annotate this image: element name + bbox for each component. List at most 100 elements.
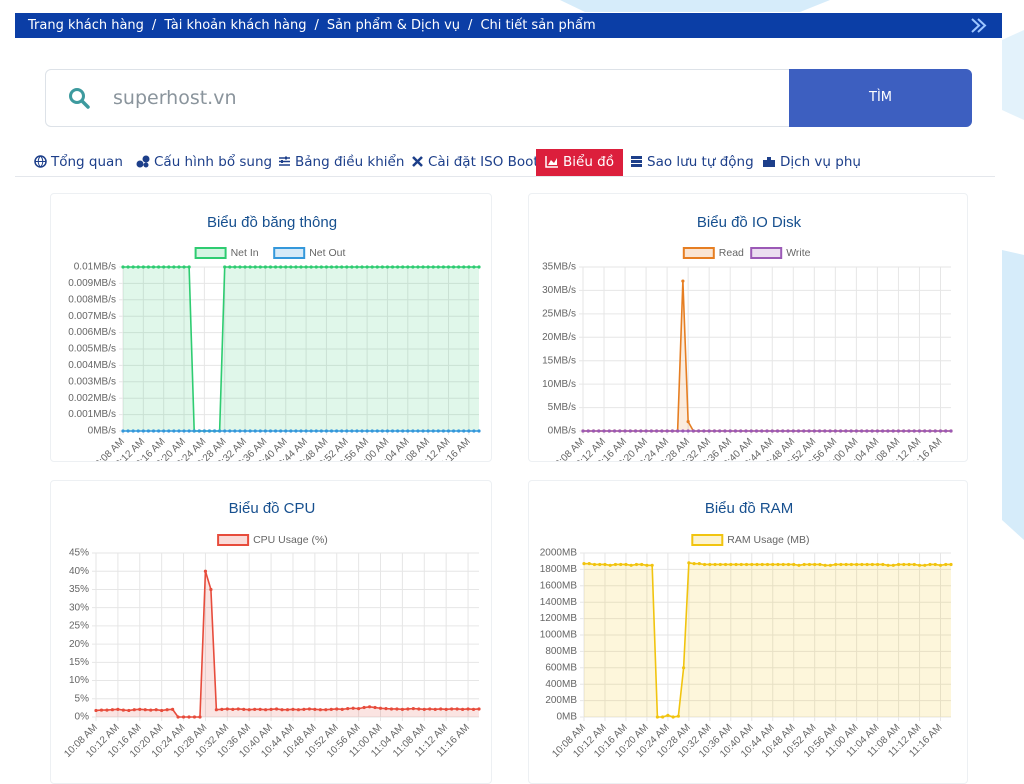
point xyxy=(439,707,443,711)
breadcrumb-item: Chi tiết sản phẩm xyxy=(480,18,596,33)
tab[interactable]: Biểu đồ xyxy=(536,149,623,176)
point xyxy=(302,707,306,711)
y-tick-label: 0.002MB/s xyxy=(68,393,116,404)
breadcrumb-item[interactable]: Sản phẩm & Dịch vụ xyxy=(326,18,461,33)
point xyxy=(370,429,374,433)
chart-card: Biểu đồ IO Disk Read Write 0MB/s 5MB/s 10MB/s… xyxy=(528,193,968,462)
point xyxy=(624,562,628,567)
menu-icon[interactable] xyxy=(970,17,988,34)
breadcrumb-item[interactable]: Trang khách hàng xyxy=(28,18,144,33)
point xyxy=(411,429,415,433)
tab[interactable]: Cài đặt ISO Boot xyxy=(405,149,545,176)
point xyxy=(390,429,395,433)
point xyxy=(655,715,659,719)
y-tick-label: 0MB/s xyxy=(88,426,116,437)
point xyxy=(639,429,643,433)
point xyxy=(233,265,237,269)
point xyxy=(187,715,191,719)
point xyxy=(455,707,459,711)
point xyxy=(886,429,890,433)
point xyxy=(319,429,323,433)
point xyxy=(248,265,252,269)
point xyxy=(619,562,623,567)
point xyxy=(138,707,142,711)
point xyxy=(99,708,104,712)
y-tick-label: 0.001MB/s xyxy=(68,409,116,420)
point xyxy=(121,265,125,269)
point xyxy=(781,562,785,567)
point xyxy=(375,429,379,433)
point xyxy=(744,562,749,567)
point xyxy=(263,429,267,433)
point xyxy=(294,429,298,433)
y-tick-label: 0.004MB/s xyxy=(68,360,116,371)
y-tick-label: 0.005MB/s xyxy=(68,344,116,355)
point xyxy=(143,708,147,712)
search-input[interactable]: superhost.vn xyxy=(113,87,237,109)
point xyxy=(167,265,171,269)
point xyxy=(378,706,383,710)
chart-card: Biểu đồ CPU CPU Usage (%) 0% 5% 10% 15% 20% 25%… xyxy=(50,480,492,784)
y-tick-label: 20% xyxy=(69,639,89,650)
point xyxy=(928,429,932,433)
point xyxy=(670,429,674,433)
point xyxy=(618,429,622,433)
point xyxy=(676,429,680,433)
point xyxy=(629,563,633,567)
point xyxy=(813,562,817,567)
search-button[interactable]: TÌM xyxy=(789,69,972,127)
point xyxy=(340,429,344,433)
point xyxy=(340,265,344,269)
point xyxy=(592,562,597,567)
point xyxy=(902,429,906,433)
point xyxy=(228,429,232,433)
point xyxy=(436,429,440,433)
y-tick-label: 30% xyxy=(69,602,89,613)
point xyxy=(416,429,420,433)
tab[interactable]: Tổng quan xyxy=(28,149,129,176)
point xyxy=(346,707,350,711)
tab[interactable]: Cấu hình bổ sung xyxy=(130,149,278,176)
point xyxy=(146,429,151,433)
chart: Biểu đồ băng thông Net In Net Out 0MB/s 0.00… xyxy=(68,214,481,461)
chart-title: Biểu đồ IO Disk xyxy=(697,214,802,231)
chart: Biểu đồ RAM RAM Usage (MB) 0MB 200MB 400MB 60… xyxy=(540,500,953,760)
point xyxy=(171,707,175,711)
point xyxy=(411,265,415,269)
tab[interactable]: Bảng điều khiển xyxy=(272,149,410,176)
point xyxy=(881,562,885,567)
point xyxy=(284,429,288,433)
point xyxy=(834,562,838,567)
breadcrumb-item[interactable]: Tài khoản khách hàng xyxy=(164,18,307,33)
tab[interactable]: Sao lưu tự động xyxy=(624,149,760,176)
point xyxy=(431,265,435,269)
point xyxy=(172,265,176,269)
point xyxy=(949,562,953,567)
point xyxy=(744,429,748,433)
point xyxy=(177,265,181,269)
point xyxy=(396,429,400,433)
point xyxy=(603,562,607,567)
point xyxy=(797,563,801,567)
point xyxy=(172,429,176,433)
point xyxy=(728,429,732,433)
point xyxy=(786,562,791,567)
point xyxy=(231,707,235,711)
point xyxy=(309,265,313,269)
point xyxy=(285,708,290,712)
point xyxy=(902,562,906,567)
tab[interactable]: Dịch vụ phụ xyxy=(756,149,867,176)
point xyxy=(876,562,880,567)
point xyxy=(395,707,399,711)
point xyxy=(854,429,858,433)
point xyxy=(351,706,355,710)
search-box[interactable]: superhost.vn TÌM xyxy=(45,69,972,127)
point xyxy=(765,429,769,433)
point xyxy=(712,429,717,433)
icon xyxy=(545,156,558,168)
point xyxy=(223,265,227,269)
point xyxy=(289,265,293,269)
point xyxy=(754,429,759,433)
point xyxy=(324,265,329,269)
